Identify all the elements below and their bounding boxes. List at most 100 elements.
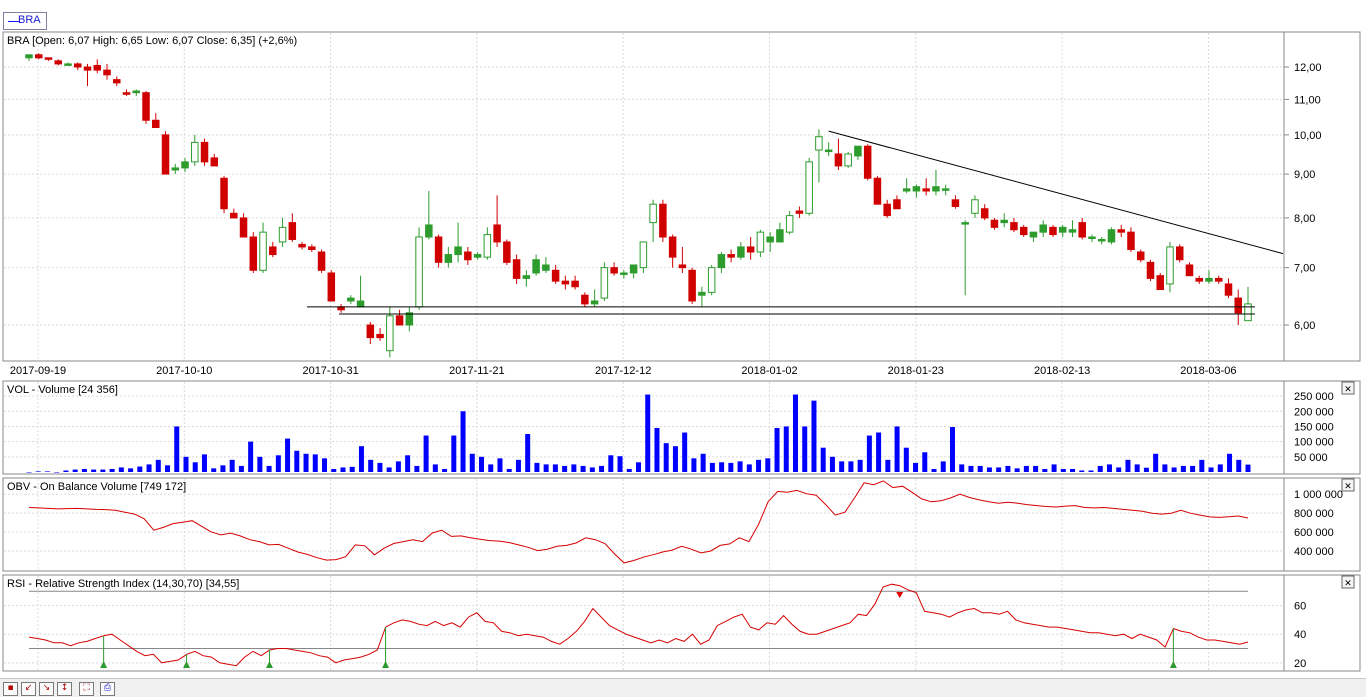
volume-bar [552, 464, 558, 472]
candle-body [815, 136, 823, 151]
candle-body [269, 246, 277, 256]
price-panel[interactable] [2, 31, 1285, 362]
candle-body [698, 291, 706, 296]
date-label: 2017-10-10 [156, 365, 212, 377]
volume-tick-label: 150 000 [1294, 421, 1334, 433]
zoom-out-icon[interactable]: ↘ [39, 682, 54, 696]
volume-bar [220, 465, 226, 472]
volume-bar [257, 456, 263, 472]
zoom-in-icon[interactable]: ↙ [21, 682, 36, 696]
volume-bar [756, 459, 762, 472]
volume-bar [599, 465, 605, 472]
volume-bar [312, 454, 318, 472]
rsi-sell-signal [896, 592, 904, 598]
volume-bar [1060, 468, 1066, 472]
volume-bar [201, 454, 207, 472]
candle-body [1205, 277, 1213, 282]
candle-body [1234, 297, 1242, 314]
volume-bar [35, 471, 41, 472]
candle-body [347, 297, 355, 302]
candle-body [444, 254, 453, 263]
volume-bar [377, 462, 383, 472]
candle-body [668, 236, 677, 258]
chart-area[interactable]: 6,00 7,00 8,00 9,00 10,00 11,00 12,00 2017-09-1… [0, 0, 1366, 678]
save-icon[interactable]: ▪ [3, 682, 18, 696]
candle-body [493, 224, 501, 243]
price-tick-label: 12,00 [1294, 62, 1322, 74]
volume-bar [1153, 453, 1159, 472]
volume-bar [451, 435, 457, 472]
rsi-tick-label: 20 [1294, 658, 1306, 670]
volume-bar [128, 468, 134, 472]
print-icon[interactable]: ⎙ [100, 682, 115, 696]
candle-body [727, 254, 735, 258]
candle-body [863, 145, 872, 179]
date-label: 2018-01-02 [741, 365, 797, 377]
rsi-tick-label: 60 [1294, 601, 1306, 613]
obv-tick-label: 1 000 000 [1294, 489, 1343, 501]
close-volume-panel-button[interactable]: ✕ [1341, 381, 1355, 395]
volume-bar [885, 459, 891, 472]
volume-bar [322, 458, 328, 472]
volume-bar [580, 465, 586, 472]
close-rsi-panel-button[interactable]: ✕ [1341, 575, 1355, 589]
candle-body [1224, 283, 1233, 296]
candle-body [912, 186, 921, 192]
volume-bar [1079, 470, 1085, 472]
rsi-buy-signal [100, 661, 108, 668]
volume-bar [811, 400, 817, 472]
volume-bar [894, 426, 900, 472]
volume-bar [238, 465, 244, 472]
candle-body [181, 161, 189, 169]
legend-chip[interactable]: BRA [3, 12, 47, 30]
chart-marks [25, 53, 1284, 668]
volume-bar [340, 467, 346, 472]
candle-body [805, 161, 813, 214]
obv-axis-panel [1283, 477, 1361, 572]
candle-body [44, 57, 53, 60]
candle-body [990, 219, 999, 228]
candle-body [132, 90, 141, 94]
candle-body [1107, 229, 1116, 243]
candle-body [83, 66, 92, 71]
obv-panel[interactable] [2, 477, 1285, 572]
date-label: 2017-09-19 [10, 365, 66, 377]
volume-bar [1106, 464, 1112, 472]
volume-panel[interactable] [2, 380, 1285, 475]
volume-bar [857, 459, 863, 472]
candle-body [1049, 226, 1057, 236]
volume-bar [1245, 464, 1251, 472]
volume-bar [395, 461, 401, 472]
volume-bar [645, 394, 651, 472]
candle-body [298, 243, 306, 248]
candle-body [1029, 231, 1038, 238]
volume-bar [802, 426, 808, 472]
candle-body [581, 294, 589, 305]
candle-body [620, 272, 628, 275]
zoom-reset-icon[interactable]: ↕ [57, 682, 72, 696]
candle-body [883, 203, 891, 217]
candle-body [395, 315, 404, 326]
volume-bar [506, 468, 512, 472]
volume-bar [876, 432, 882, 472]
volume-bar [783, 426, 789, 472]
candle-body [951, 199, 960, 207]
volume-bar [672, 446, 678, 472]
volume-bar [968, 465, 974, 472]
trend-line [828, 130, 1284, 255]
candle-body [434, 236, 443, 263]
candle-body [425, 224, 433, 238]
volume-bar [977, 465, 983, 472]
volume-tick-label: 50 000 [1294, 452, 1328, 464]
candle-body [483, 234, 492, 258]
obv-panel-label: OBV - On Balance Volume [749 172] [7, 481, 186, 493]
price-tick-label: 9,00 [1294, 169, 1315, 181]
close-obv-panel-button[interactable]: ✕ [1341, 478, 1355, 492]
fit-icon[interactable]: ⛶ [79, 682, 94, 696]
candle-body [980, 208, 989, 219]
volume-bar [820, 447, 826, 472]
volume-bar [1097, 465, 1103, 472]
volume-bar [959, 464, 965, 472]
volume-bar [996, 467, 1002, 472]
volume-bar [1088, 470, 1094, 472]
